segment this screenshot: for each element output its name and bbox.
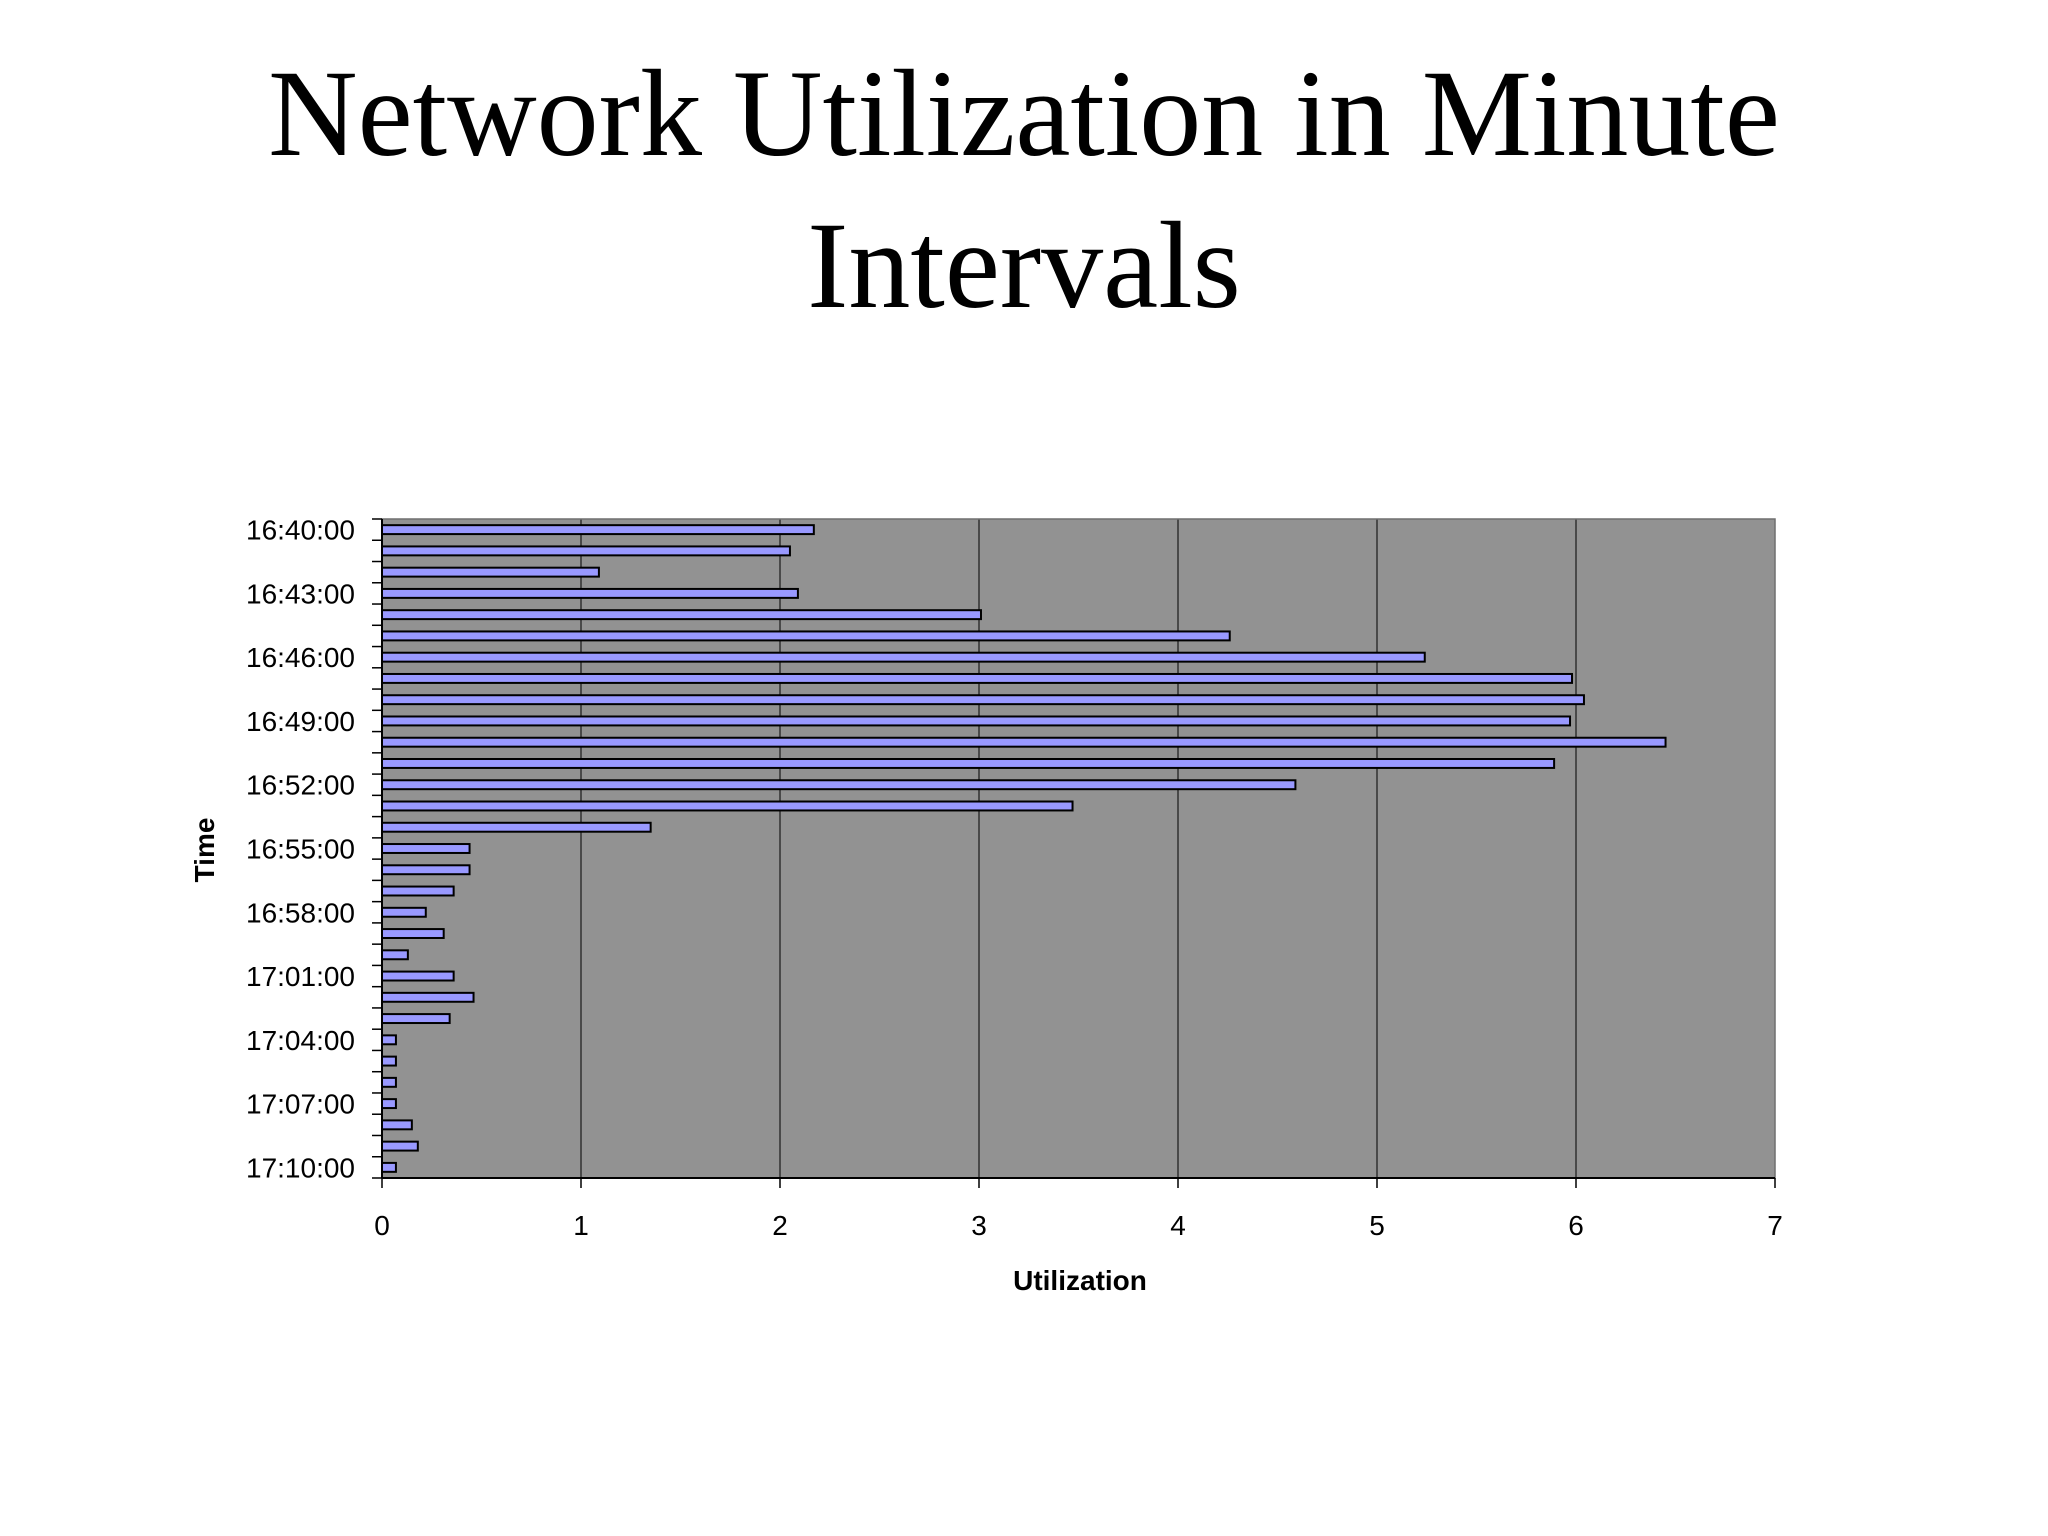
bar-17:02:00 — [381, 991, 475, 1003]
bar-16:56:00 — [381, 864, 471, 876]
bar-17:03:00 — [381, 1013, 451, 1025]
y-tick-label: 16:49:00 — [246, 706, 355, 737]
bar-16:51:00 — [381, 758, 1556, 769]
bar-17:09:00 — [381, 1140, 419, 1152]
bar-17:00:00 — [381, 949, 409, 961]
bar-16:50:00 — [381, 736, 1667, 748]
y-tick-label: 17:07:00 — [246, 1089, 355, 1120]
x-tick-label: 6 — [1568, 1210, 1584, 1241]
bar-16:46:00 — [381, 651, 1426, 663]
bar-16:42:00 — [381, 566, 600, 578]
slide-title: Network Utilization in Minute Intervals — [0, 38, 2048, 342]
slide-title-line-1: Network Utilization in Minute — [268, 45, 1780, 182]
bar-16:41:00 — [381, 545, 791, 557]
bar-16:53:00 — [381, 800, 1074, 812]
bar-17:08:00 — [381, 1119, 413, 1131]
bar-16:55:00 — [381, 843, 471, 854]
y-axis-title: Time — [189, 818, 220, 883]
bar-16:54:00 — [381, 821, 652, 833]
y-tick-label: 17:01:00 — [246, 961, 355, 992]
bar-16:52:00 — [381, 779, 1297, 791]
bar-16:47:00 — [381, 672, 1574, 684]
bar-17:05:00 — [381, 1055, 397, 1067]
bar-17:10:00 — [381, 1161, 397, 1173]
y-tick-label: 16:55:00 — [246, 834, 355, 865]
bar-16:44:00 — [381, 609, 982, 621]
bar-16:58:00 — [381, 906, 427, 918]
bar-16:49:00 — [381, 715, 1572, 727]
bar-17:01:00 — [381, 970, 455, 982]
y-tick-label: 17:04:00 — [246, 1025, 355, 1056]
bar-17:07:00 — [381, 1098, 397, 1110]
y-tick-label: 16:43:00 — [246, 578, 355, 609]
bar-16:43:00 — [381, 587, 799, 599]
y-tick-label: 16:52:00 — [246, 770, 355, 801]
bar-16:40:00 — [381, 524, 815, 536]
x-tick-label: 3 — [971, 1210, 987, 1241]
x-tick-label: 1 — [573, 1210, 589, 1241]
x-tick-label: 0 — [374, 1210, 390, 1241]
y-tick-label: 16:40:00 — [246, 515, 355, 546]
axes: 16:40:00 16:43:00 16:46:00 16:49:00 16:52:00… — [246, 515, 1783, 1241]
y-tick-label: 16:46:00 — [246, 642, 355, 673]
x-axis-title: Utilization — [1013, 1265, 1147, 1296]
bar-16:57:00 — [381, 885, 455, 897]
slide-title-line-2: Intervals — [807, 197, 1241, 334]
bar-16:48:00 — [381, 694, 1585, 706]
bar-16:59:00 — [381, 928, 445, 939]
plot-area — [382, 519, 1775, 1178]
bar-17:04:00 — [381, 1034, 397, 1046]
bar-16:45:00 — [381, 630, 1231, 642]
y-tick-label: 16:58:00 — [246, 897, 355, 928]
bar-17:06:00 — [381, 1076, 397, 1088]
x-tick-label: 7 — [1767, 1210, 1783, 1241]
y-tick-label: 17:10:00 — [246, 1152, 355, 1183]
x-tick-label: 4 — [1170, 1210, 1186, 1241]
x-tick-label: 2 — [772, 1210, 788, 1241]
x-tick-label: 5 — [1369, 1210, 1385, 1241]
plot-background — [382, 519, 1775, 1178]
